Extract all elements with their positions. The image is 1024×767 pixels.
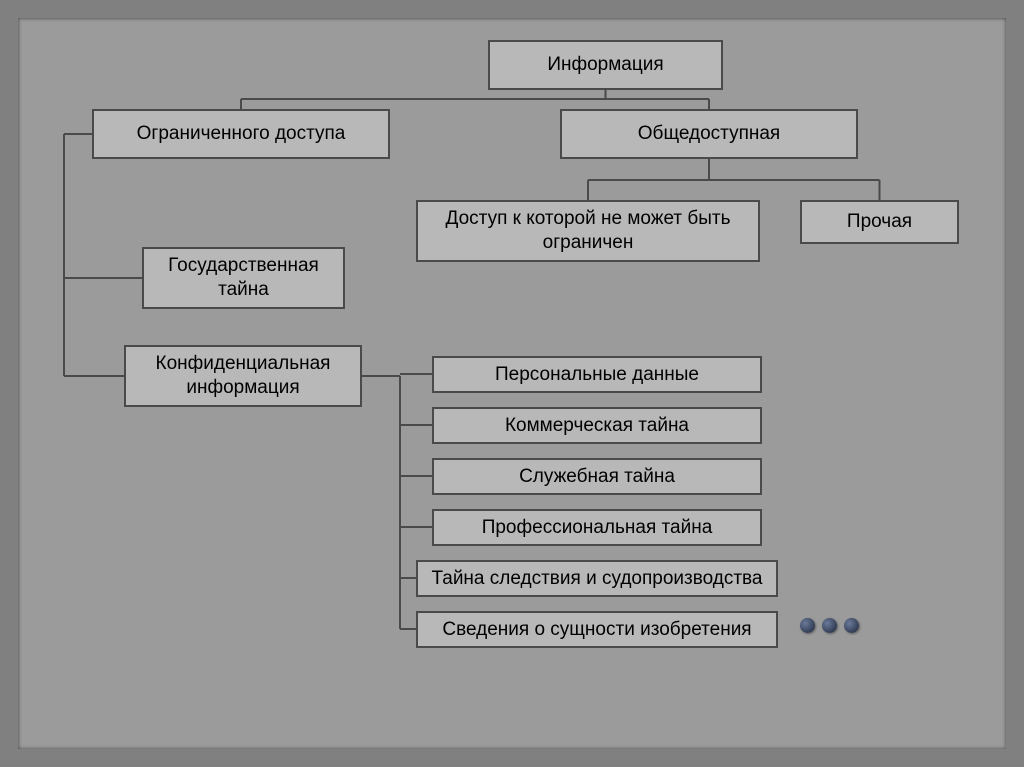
- node-label: Доступ к которой не может быть ограничен: [428, 207, 748, 255]
- slide-outer: Информация Ограниченного доступа Общедос…: [0, 0, 1024, 767]
- node-label: Ограниченного доступа: [137, 122, 346, 146]
- node-public: Общедоступная: [560, 109, 858, 159]
- node-service: Служебная тайна: [432, 458, 762, 495]
- node-confidential: Конфиденциальная информация: [124, 345, 362, 407]
- node-label: Прочая: [847, 210, 912, 234]
- node-invention: Сведения о сущности изобретения: [416, 611, 778, 648]
- node-label: Профессиональная тайна: [482, 516, 713, 540]
- node-state-secret: Государственная тайна: [142, 247, 345, 309]
- node-professional: Профессиональная тайна: [432, 509, 762, 546]
- node-label: Персональные данные: [495, 363, 699, 387]
- node-cannot-restrict: Доступ к которой не может быть ограничен: [416, 200, 760, 262]
- node-root: Информация: [488, 40, 723, 90]
- node-investigation: Тайна следствия и судопроизводства: [416, 560, 778, 597]
- slide-canvas: Информация Ограниченного доступа Общедос…: [18, 18, 1006, 749]
- node-label: Сведения о сущности изобретения: [442, 618, 751, 642]
- node-label: Тайна следствия и судопроизводства: [432, 567, 763, 591]
- node-label: Коммерческая тайна: [505, 414, 689, 438]
- node-label: Общедоступная: [638, 122, 780, 146]
- node-label: Государственная тайна: [154, 254, 333, 302]
- node-label: Информация: [547, 53, 663, 77]
- node-personal-data: Персональные данные: [432, 356, 762, 393]
- ellipsis-dot-icon: [822, 618, 837, 633]
- node-commercial: Коммерческая тайна: [432, 407, 762, 444]
- node-other: Прочая: [800, 200, 959, 244]
- ellipsis-dot-icon: [844, 618, 859, 633]
- node-restricted-access: Ограниченного доступа: [92, 109, 390, 159]
- node-label: Конфиденциальная информация: [136, 352, 350, 400]
- ellipsis-dot-icon: [800, 618, 815, 633]
- node-label: Служебная тайна: [519, 465, 675, 489]
